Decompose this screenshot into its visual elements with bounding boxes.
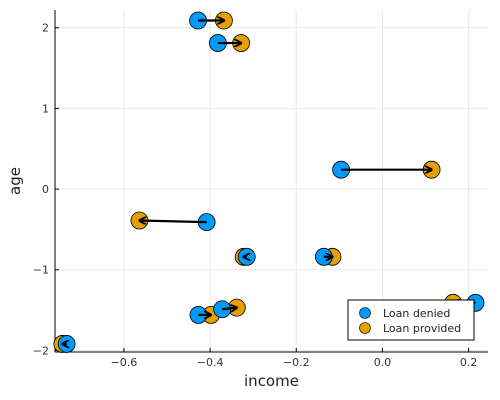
legend-box — [347, 299, 475, 341]
arrow — [139, 221, 207, 223]
x-tick-label: 0.2 — [460, 356, 478, 369]
legend-marker — [359, 322, 371, 334]
arrow — [222, 308, 237, 310]
x-tick-label: −0.6 — [111, 356, 138, 369]
tick-labels: −0.6 −0.4 −0.2 0.0 0.2 −2 −1 0 1 2 — [33, 22, 478, 369]
y-tick-label: −2 — [33, 344, 49, 357]
y-axis-label: age — [6, 167, 24, 195]
x-axis-label: income — [244, 372, 299, 390]
y-tick-label: 1 — [42, 102, 49, 115]
y-tick-label: 2 — [42, 22, 49, 35]
x-tick-label: −0.2 — [283, 356, 310, 369]
x-tick-label: −0.4 — [197, 356, 224, 369]
grid-lines — [55, 10, 488, 352]
legend-marker — [359, 307, 371, 319]
legend-label: Loan denied — [383, 307, 450, 320]
legend: Loan denied Loan provided — [347, 299, 475, 341]
x-tick-label: 0.0 — [374, 356, 392, 369]
y-tick-label: 0 — [42, 183, 49, 196]
plot-frame — [54, 10, 488, 353]
y-tick-label: −1 — [33, 264, 49, 277]
legend-label: Loan provided — [383, 322, 461, 335]
